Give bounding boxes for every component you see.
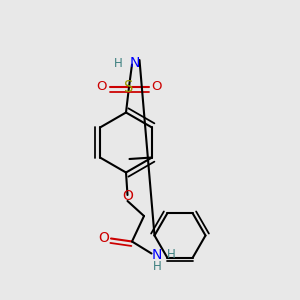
Text: H: H — [167, 248, 176, 262]
Text: S: S — [124, 80, 134, 94]
Text: H: H — [152, 260, 161, 274]
Text: O: O — [98, 232, 109, 245]
Text: H: H — [114, 56, 123, 70]
Text: O: O — [122, 190, 133, 203]
Text: O: O — [151, 80, 161, 94]
Text: N: N — [130, 56, 140, 70]
Text: O: O — [97, 80, 107, 94]
Text: N: N — [152, 248, 162, 262]
